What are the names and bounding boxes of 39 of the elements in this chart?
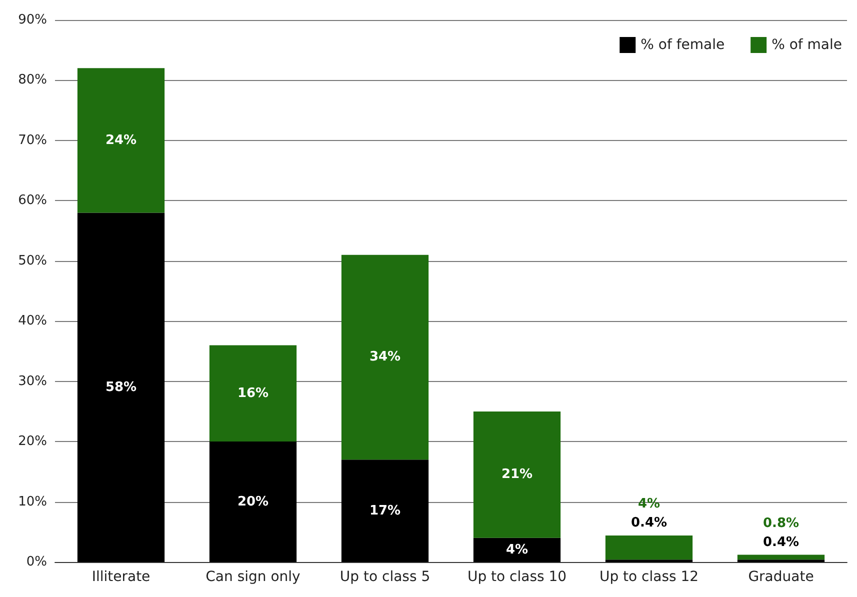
y-tick-label: 30% — [18, 374, 47, 389]
y-tick-label: 90% — [18, 12, 47, 28]
data-label: 0.4% — [762, 534, 800, 550]
x-tick-label: Graduate — [748, 569, 814, 585]
x-tick-label: Up to class 10 — [467, 569, 567, 585]
legend-label: % of male — [772, 37, 842, 53]
data-label: 58% — [105, 380, 137, 395]
y-tick-label: 20% — [18, 434, 47, 450]
legend-label: % of female — [640, 37, 725, 53]
y-tick-label: 10% — [18, 494, 47, 510]
data-label: 0.4% — [630, 516, 668, 530]
x-tick-label: Up to class 5 — [340, 569, 430, 585]
bar — [605, 536, 693, 560]
y-tick-label: 60% — [18, 193, 47, 208]
data-label: 34% — [369, 350, 401, 365]
x-tick-label: Illiterate — [92, 569, 150, 585]
y-tick-label: 80% — [18, 72, 47, 88]
bar — [209, 442, 297, 562]
data-label: 16% — [237, 386, 269, 401]
bar — [209, 345, 297, 442]
y-tick-label: 0% — [26, 554, 47, 570]
x-tick-label: Up to class 12 — [599, 569, 699, 585]
bar — [473, 411, 561, 538]
data-label: 17% — [369, 503, 401, 518]
data-label: 21% — [501, 467, 533, 482]
data-label: 20% — [237, 494, 269, 510]
y-tick-label: 40% — [18, 314, 47, 329]
data-label: 24% — [105, 132, 137, 148]
x-tick-label: Can sign only — [206, 569, 300, 585]
bar — [473, 538, 561, 562]
bar — [77, 68, 165, 213]
bar — [341, 460, 429, 562]
data-label: 0.8% — [762, 516, 800, 531]
y-tick-label: 70% — [18, 132, 47, 148]
bar — [737, 554, 825, 560]
bar — [77, 212, 165, 562]
data-label: 4% — [506, 542, 528, 558]
y-tick-label: 50% — [18, 253, 47, 268]
bar — [341, 254, 429, 460]
